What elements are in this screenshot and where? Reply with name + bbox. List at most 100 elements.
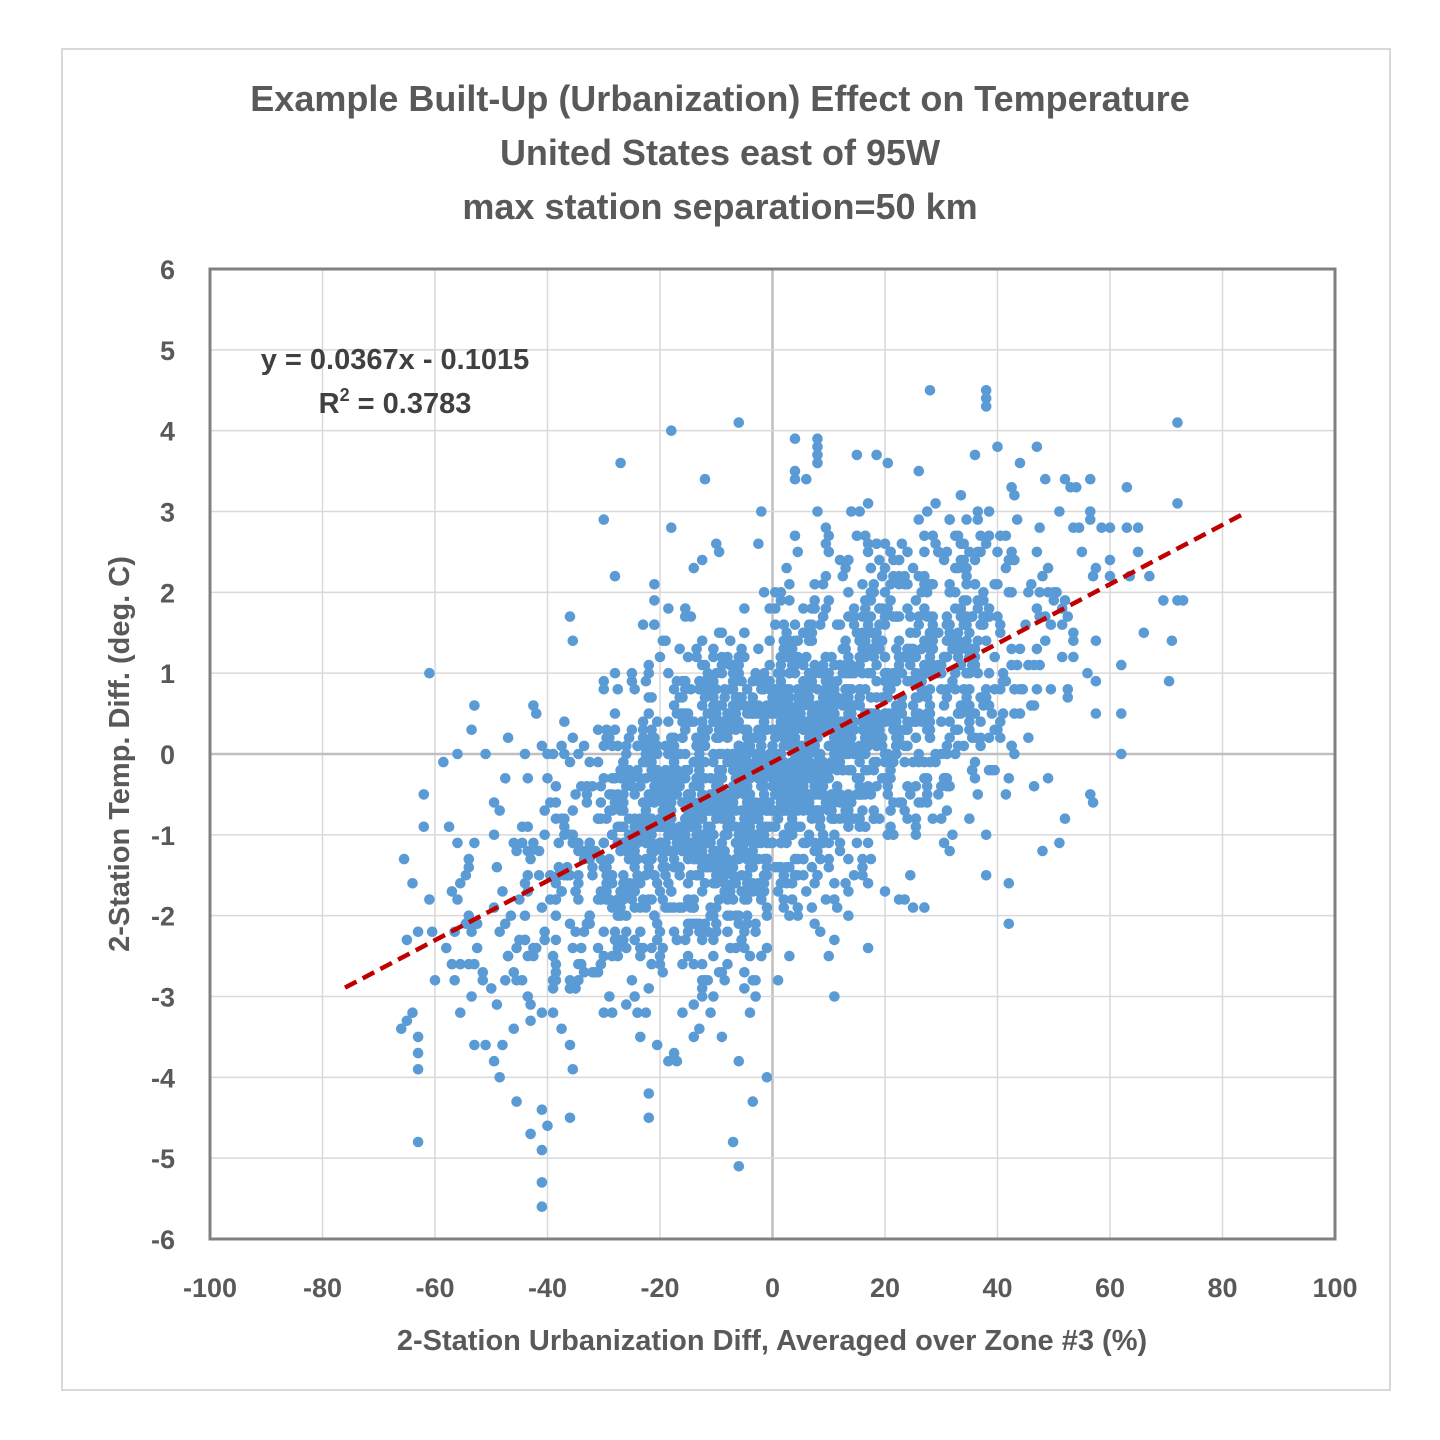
data-point xyxy=(812,870,823,881)
data-point xyxy=(913,748,925,760)
data-point xyxy=(668,700,680,711)
data-point xyxy=(950,587,961,598)
data-point xyxy=(696,886,708,897)
data-point xyxy=(969,579,981,590)
data-point xyxy=(893,732,905,744)
data-point xyxy=(966,764,978,776)
data-point xyxy=(497,886,508,897)
data-point xyxy=(817,829,829,841)
data-point xyxy=(795,692,806,703)
data-point xyxy=(716,773,728,784)
data-point xyxy=(767,708,778,719)
data-point xyxy=(812,457,823,469)
data-point xyxy=(705,837,716,849)
data-point xyxy=(666,764,677,776)
data-point xyxy=(1096,522,1107,533)
data-point xyxy=(741,748,753,760)
data-point xyxy=(975,716,986,727)
data-point xyxy=(823,950,835,962)
data-point xyxy=(823,853,835,865)
data-point xyxy=(860,651,871,663)
data-point xyxy=(429,975,441,986)
data-point xyxy=(1037,570,1048,582)
data-point xyxy=(778,805,790,816)
data-point xyxy=(772,861,784,873)
data-point xyxy=(817,667,829,679)
data-point xyxy=(809,878,820,889)
data-point xyxy=(885,546,896,558)
y-tick-label: -1 xyxy=(151,821,175,851)
data-point xyxy=(997,708,1009,719)
data-point xyxy=(533,845,545,857)
data-point xyxy=(905,659,916,671)
data-point xyxy=(460,870,472,881)
data-point xyxy=(941,740,953,752)
data-point xyxy=(1062,684,1074,695)
data-point xyxy=(899,805,910,816)
data-point xyxy=(862,498,874,509)
data-point xyxy=(969,773,981,784)
data-point xyxy=(1116,659,1127,671)
data-point xyxy=(778,829,790,841)
data-point xyxy=(1166,635,1178,647)
data-point xyxy=(871,449,882,461)
data-point xyxy=(680,748,691,760)
data-point xyxy=(989,651,1000,663)
data-point xyxy=(682,813,694,824)
data-point xyxy=(623,764,635,776)
data-point xyxy=(801,473,812,485)
data-point xyxy=(727,870,739,881)
data-point xyxy=(711,700,722,711)
data-point xyxy=(643,692,655,703)
data-point xyxy=(961,595,972,606)
data-point xyxy=(815,821,826,833)
data-point xyxy=(952,651,964,663)
y-tick-label: -6 xyxy=(151,1225,175,1255)
data-point xyxy=(924,385,936,396)
data-point xyxy=(488,829,500,841)
data-point xyxy=(938,773,950,784)
data-point xyxy=(688,805,700,816)
data-point xyxy=(750,991,761,1002)
data-point xyxy=(927,813,939,824)
data-point xyxy=(424,667,435,679)
data-point xyxy=(550,958,562,970)
data-point xyxy=(654,886,666,897)
data-point xyxy=(840,748,851,760)
data-point xyxy=(708,991,719,1002)
data-point xyxy=(730,910,742,921)
data-point xyxy=(536,1201,548,1212)
data-point xyxy=(702,667,714,679)
data-point xyxy=(730,789,742,800)
data-point xyxy=(713,789,725,800)
data-point xyxy=(677,716,688,727)
data-point xyxy=(753,837,764,849)
data-point xyxy=(550,934,562,946)
data-point xyxy=(739,821,750,833)
data-point xyxy=(921,692,933,703)
data-point xyxy=(666,522,677,533)
data-point xyxy=(730,748,742,760)
data-point xyxy=(885,684,896,695)
data-point xyxy=(601,870,612,881)
data-point xyxy=(668,902,680,913)
data-point xyxy=(992,441,1003,453)
data-point xyxy=(820,651,832,663)
data-point xyxy=(950,667,961,679)
data-point xyxy=(992,724,1003,736)
data-point xyxy=(761,837,773,849)
data-point xyxy=(809,789,820,800)
data-point xyxy=(441,942,452,954)
data-point xyxy=(995,619,1006,630)
data-point xyxy=(1034,587,1045,598)
data-point xyxy=(964,627,975,639)
data-point xyxy=(913,611,925,622)
data-point xyxy=(536,1007,548,1018)
data-point xyxy=(860,595,871,606)
data-point xyxy=(702,684,714,695)
data-point xyxy=(547,983,559,994)
data-point xyxy=(775,781,787,792)
data-point xyxy=(471,942,483,954)
data-point xyxy=(733,740,745,752)
data-point xyxy=(722,716,733,727)
